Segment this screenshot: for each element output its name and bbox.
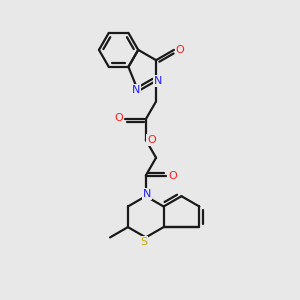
Text: O: O xyxy=(176,45,184,55)
Text: O: O xyxy=(114,113,123,123)
Text: N: N xyxy=(154,76,162,86)
Text: O: O xyxy=(147,135,156,145)
Text: N: N xyxy=(142,189,151,199)
Text: O: O xyxy=(169,171,178,181)
Text: S: S xyxy=(140,237,147,247)
Text: N: N xyxy=(132,85,140,95)
